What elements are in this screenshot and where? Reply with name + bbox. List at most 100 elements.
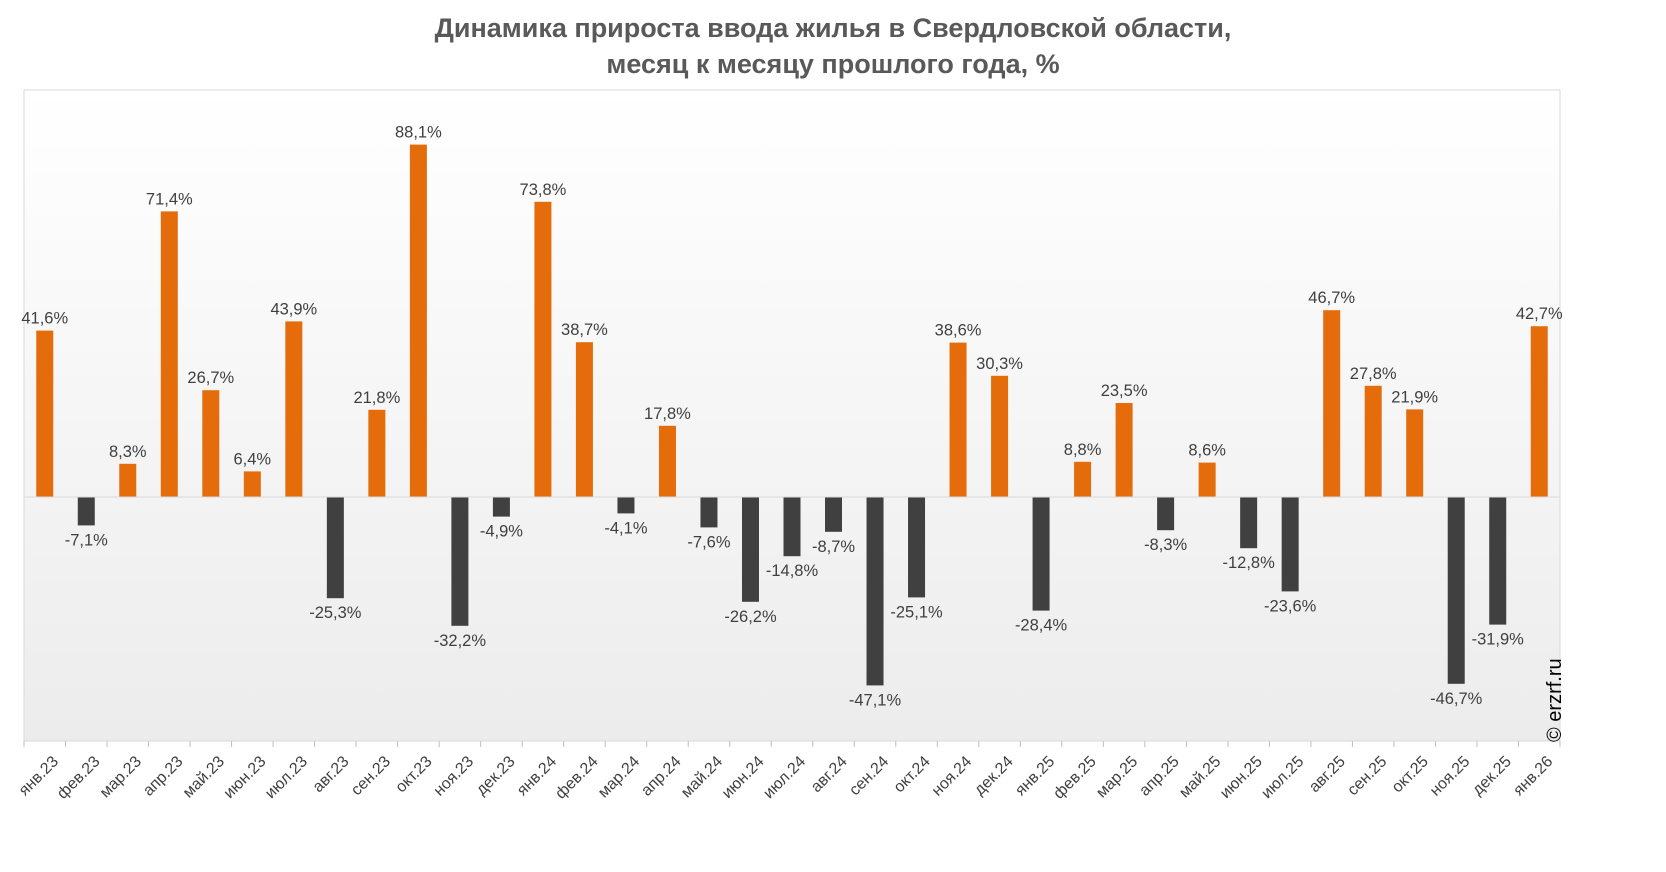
x-axis-label: май.23 [180,753,228,801]
value-label: -4,1% [604,519,647,537]
x-axis-label: ноя.25 [1427,753,1473,799]
x-axis-label: авг.25 [1306,753,1349,796]
value-label: 21,9% [1391,388,1438,406]
value-label: 38,6% [935,322,982,340]
bar-авг.24 [825,497,843,532]
bar-июл.23 [285,321,303,497]
x-axis-label: сен.23 [348,753,394,799]
bar-авг.25 [1323,310,1341,497]
bar-июл.25 [1281,497,1299,592]
bar-дек.24 [991,375,1009,497]
value-label: -12,8% [1223,554,1276,572]
value-label: 71,4% [146,190,193,208]
x-axis-label: дек.24 [971,753,1017,799]
x-axis-label: июн.25 [1217,753,1266,802]
x-axis-label: дек.23 [473,753,519,799]
x-axis-label: ноя.24 [929,753,975,799]
x-axis-label: янв.26 [1510,753,1556,799]
value-label: -8,3% [1144,536,1187,554]
bar-июл.24 [783,497,801,557]
value-label: -4,9% [480,523,523,541]
bar-ноя.24 [949,342,967,497]
value-label: -14,8% [766,562,819,580]
value-labels-group: 41,6% -7,1% 8,3% 71,4% 26,7% 6,4% 43,9% -25,3% 2… [21,124,1563,710]
value-label: -46,7% [1430,690,1483,708]
x-axis-label: май.24 [678,753,726,801]
bar-дек.25 [1489,497,1507,625]
x-axis-label: апр.23 [140,753,187,800]
x-axis-labels-group: янв.23фев.23мар.23апр.23май.23июн.23июл.… [16,753,1557,802]
bar-июн.23 [243,471,261,497]
bar-ноя.23 [451,497,469,626]
bar-июн.24 [741,497,759,602]
bar-янв.26 [1530,326,1548,497]
value-label: 8,3% [109,443,147,461]
value-label: 8,6% [1188,442,1226,460]
x-axis-label: фев.23 [54,753,103,802]
bar-фев.25 [1074,461,1092,497]
bar-окт.23 [409,144,427,497]
x-axis-label: мар.25 [1093,753,1141,801]
bar-сен.23 [368,409,386,497]
value-label: 6,4% [234,450,272,468]
x-axis-label: фев.24 [552,753,601,802]
x-axis-ticks [23,741,1561,747]
value-label: 27,8% [1350,365,1397,383]
bar-мар.24 [617,497,635,514]
plot-area [23,89,1561,742]
watermark: © erzrf.ru [1544,658,1566,742]
bar-апр.24 [658,425,676,497]
x-axis-label: сен.25 [1344,753,1390,799]
x-axis-label: окт.25 [1389,753,1432,796]
value-label: 42,7% [1516,305,1563,323]
x-axis-label: июл.24 [760,753,809,802]
bar-окт.25 [1406,409,1424,497]
x-axis-label: окт.23 [393,753,436,796]
value-label: -23,6% [1264,597,1317,615]
value-label: 38,7% [561,321,608,339]
bar-авг.23 [326,497,344,599]
x-axis-label: июн.23 [221,753,270,802]
value-label: -25,1% [890,603,943,621]
bar-мар.25 [1115,403,1133,497]
value-label: 30,3% [976,355,1023,373]
value-label: 43,9% [270,300,317,318]
value-label: -32,2% [434,632,487,650]
bar-фев.23 [77,497,95,526]
value-label: -28,4% [1015,617,1068,635]
x-axis-label: апр.24 [638,753,685,800]
value-label: 21,8% [353,389,400,407]
x-axis-label: окт.24 [891,753,934,796]
bar-янв.24 [534,201,552,498]
bar-ноя.25 [1447,497,1465,684]
bar-май.23 [202,390,220,497]
value-label: 73,8% [520,181,567,199]
chart-title-line-2: месяц к месяцу прошлого года, % [606,49,1060,79]
chart-title: Динамика прироста ввода жилья в Свердлов… [0,10,1666,82]
value-label: -25,3% [309,604,362,622]
bars-group [36,144,1548,686]
x-axis-label: авг.23 [310,753,353,796]
value-label: 26,7% [187,369,234,387]
x-axis-label: мар.24 [595,753,643,801]
value-label: 41,6% [21,310,68,328]
bar-янв.25 [1032,497,1050,611]
x-axis-label: ноя.23 [431,753,477,799]
value-label: 88,1% [395,124,442,142]
x-axis-label: июл.25 [1258,753,1307,802]
x-axis-label: сен.24 [846,753,892,799]
chart-title-line-1: Динамика прироста ввода жилья в Свердлов… [434,13,1232,43]
x-axis-label: дек.25 [1469,753,1515,799]
x-axis-label: июл.23 [262,753,311,802]
value-label: -7,6% [687,533,730,551]
value-label: 8,8% [1064,441,1102,459]
value-label: -31,9% [1472,631,1525,649]
value-label: -47,1% [849,691,902,709]
bar-дек.23 [492,497,510,517]
bar-сен.24 [866,497,884,686]
bar-окт.24 [908,497,926,598]
value-label: -26,2% [724,608,777,626]
value-label: -8,7% [812,538,855,556]
